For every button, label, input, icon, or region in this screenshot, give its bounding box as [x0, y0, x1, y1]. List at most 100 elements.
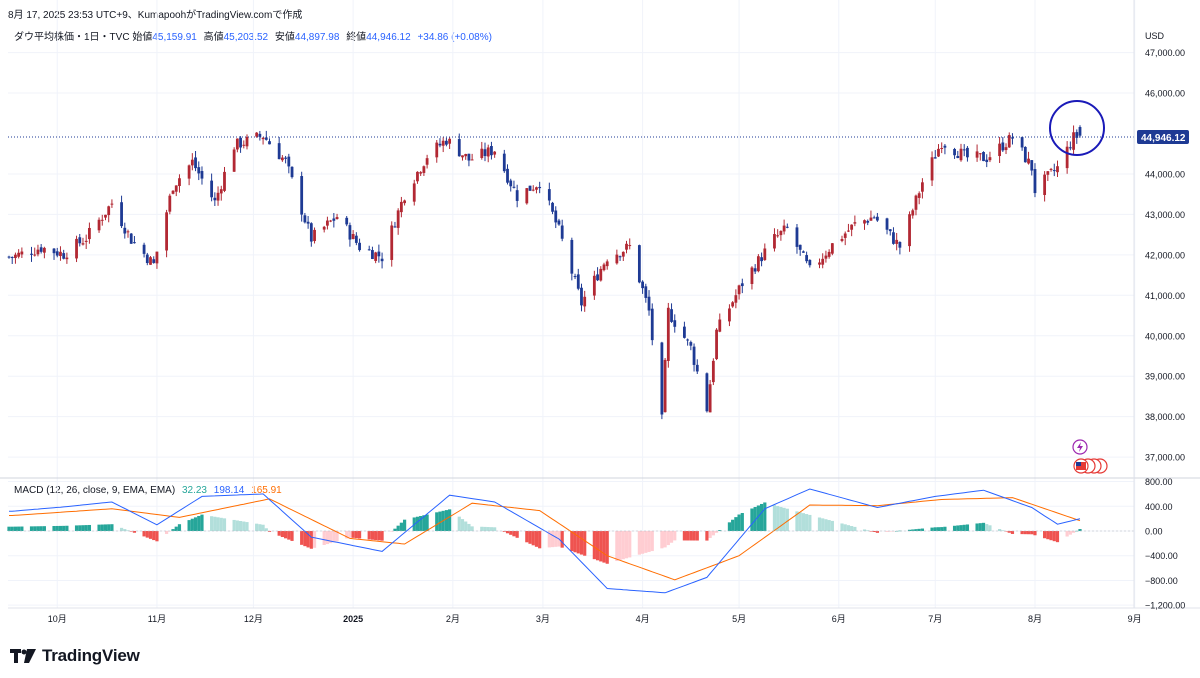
macd-bar: [396, 525, 400, 531]
macd-bar: [306, 531, 310, 548]
candle-body: [55, 251, 59, 256]
macd-bar: [776, 506, 780, 531]
candle-body: [17, 252, 21, 257]
macd-bar: [29, 526, 34, 531]
macd-bar: [213, 516, 217, 531]
candle-body: [258, 133, 262, 137]
candle-body: [715, 329, 718, 360]
candle-body: [399, 201, 403, 213]
open-value: 45,159.91: [152, 32, 197, 43]
candle-body: [486, 147, 490, 157]
macd-bar: [325, 531, 330, 545]
candle-body: [348, 225, 352, 240]
event-icons[interactable]: [1072, 439, 1108, 474]
macd-bar: [682, 531, 687, 541]
candle-body: [647, 296, 651, 311]
candle-body: [309, 223, 313, 242]
macd-bar: [332, 531, 336, 543]
macd-bar: [772, 505, 777, 531]
macd-bar: [727, 522, 732, 531]
candle-body: [818, 262, 821, 265]
candle-body: [506, 168, 509, 183]
candle-body: [145, 254, 149, 264]
macd-bar: [592, 531, 596, 560]
macd-bar: [940, 527, 944, 531]
candle-body: [277, 143, 281, 160]
macd-bar: [731, 519, 735, 531]
candle-body: [821, 258, 825, 265]
macd-bar: [959, 525, 963, 531]
macd-bar: [370, 531, 375, 540]
candle-body: [560, 225, 564, 239]
candle-body: [152, 259, 156, 263]
candle-body: [380, 258, 384, 262]
candle-body: [692, 346, 696, 365]
candle-body: [358, 242, 361, 251]
candle-body: [1072, 132, 1075, 150]
candle-body: [850, 224, 854, 230]
candle-body: [10, 256, 14, 258]
candle-body: [104, 214, 107, 218]
macd-bar: [550, 531, 555, 548]
candle-body: [602, 264, 606, 271]
time-axis: 10月 11月 12月 2025 2月 3月 4月 5月 6月 7月 8月 9月: [48, 614, 1142, 624]
candle-body: [239, 137, 242, 148]
lightning-icon-glyph: [1077, 442, 1083, 452]
candle-body: [20, 251, 24, 255]
candle-body: [1056, 166, 1059, 173]
macd-bar: [145, 531, 149, 538]
macd-bar: [644, 531, 648, 553]
candle-body: [666, 307, 670, 361]
price-tick-label: 41,000.00: [1145, 291, 1185, 301]
candle-body: [512, 186, 516, 188]
macd-bar: [560, 531, 564, 548]
candle-body: [734, 295, 738, 303]
time-tick-label: 12月: [244, 614, 263, 624]
candle-body: [895, 239, 899, 244]
candle-body: [779, 230, 783, 236]
macd-bar: [119, 527, 124, 531]
candle-body: [490, 146, 493, 156]
candle-body: [805, 255, 809, 262]
macd-bar: [129, 531, 133, 532]
close-value: 44,946.12: [366, 32, 411, 43]
macd-bar: [515, 531, 519, 538]
candle-body: [628, 245, 632, 247]
candle-body: [287, 156, 291, 167]
macd-bar: [357, 531, 362, 539]
candle-body: [332, 218, 336, 221]
open-label: 始値: [132, 32, 153, 43]
macd-legend: MACD (12, 26, close, 9, EMA, EMA) 32.23 …: [14, 485, 282, 496]
macd-bar: [142, 531, 146, 537]
candle-body: [509, 180, 513, 187]
candle-body: [802, 251, 805, 253]
macd-bar: [457, 516, 461, 531]
macd-bar: [210, 516, 214, 531]
time-tick-label: 7月: [928, 614, 942, 624]
macd-bar: [714, 531, 719, 533]
macd-bar: [888, 531, 892, 532]
macd-bar: [329, 531, 333, 544]
macd-bar: [216, 517, 220, 531]
candle-body: [966, 147, 969, 158]
time-tick-label: 2月: [446, 614, 460, 624]
macd-bar: [669, 531, 674, 543]
last-price-tag: [1137, 130, 1189, 144]
candle-body: [525, 188, 529, 204]
candle-body: [126, 231, 130, 233]
macd-bar: [52, 526, 56, 531]
macd-bar: [808, 514, 812, 531]
macd-bar: [238, 521, 243, 531]
candle-body: [371, 250, 374, 260]
macd-bar: [663, 531, 667, 548]
candle-body: [502, 153, 506, 172]
macd-bar: [470, 526, 474, 531]
macd-bar: [933, 527, 937, 531]
candle-body: [78, 237, 82, 244]
candle-body: [615, 254, 619, 264]
macd-bar: [415, 516, 420, 531]
macd-bar: [277, 531, 281, 536]
macd-bar: [502, 531, 506, 532]
candle-body: [953, 148, 956, 156]
